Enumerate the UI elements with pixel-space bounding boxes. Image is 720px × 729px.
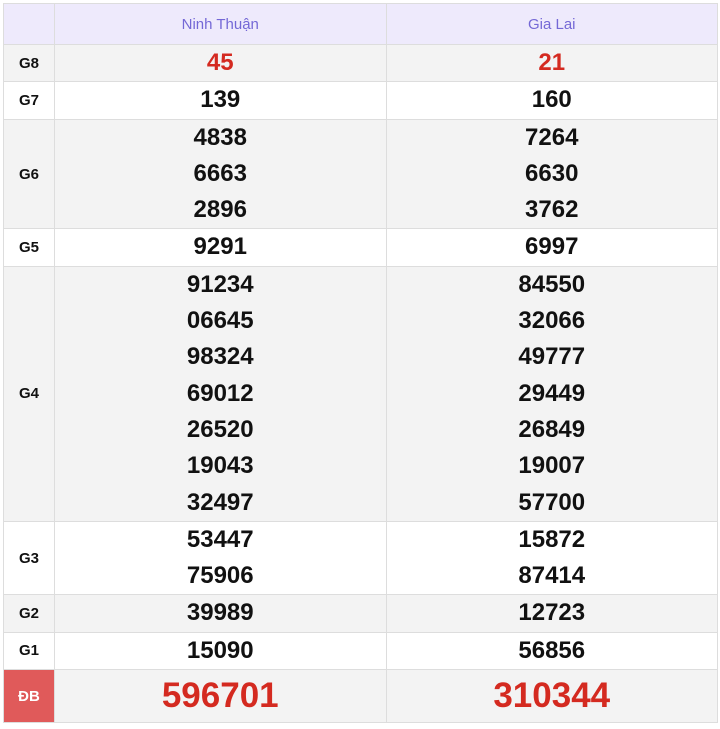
- prize-cell: 45: [54, 43, 387, 83]
- prize-number: 19007: [518, 452, 586, 480]
- prize-cell: 15872 87414: [385, 520, 718, 596]
- prize-row: G2 39989 12723: [3, 594, 718, 633]
- prize-number: 21: [538, 49, 566, 76]
- prize-cell: 39989: [54, 594, 387, 633]
- prize-number: 87414: [518, 562, 586, 590]
- prize-row: G4 91234 06645 98324 69012 26520 19043 32497 845…: [3, 265, 718, 522]
- prize-number: 29449: [518, 379, 586, 407]
- prize-cell: 21: [385, 43, 718, 83]
- prize-cell: 12723: [385, 594, 718, 633]
- prize-number: 3762: [525, 196, 579, 224]
- prize-cell: 91234 06645 98324 69012 26520 19043 32497: [54, 265, 387, 522]
- prize-cell: 56856: [385, 631, 718, 671]
- prize-cell: 4838 6663 2896: [54, 118, 387, 230]
- prize-cell: 160: [385, 81, 718, 120]
- lottery-results-table: Ninh Thuận Gia Lai G8 45 21 G7 139 160 G6 4838 6…: [3, 3, 718, 724]
- prize-number: 6663: [193, 159, 247, 187]
- prize-number: 53447: [186, 525, 254, 553]
- prize-label: G2: [3, 594, 55, 633]
- prize-number: 32066: [518, 307, 586, 335]
- prize-label: G4: [3, 265, 55, 522]
- prize-number: 12723: [518, 599, 586, 627]
- prize-number: 2896: [193, 196, 247, 224]
- prize-number: 15872: [518, 525, 586, 553]
- prize-cell: 9291: [54, 228, 387, 267]
- prize-cell: 15090: [54, 631, 387, 671]
- prize-cell: 7264 6630 3762: [385, 118, 718, 230]
- prize-label: G6: [3, 118, 55, 230]
- prize-number: 49777: [518, 343, 586, 371]
- header-row: Ninh Thuận Gia Lai: [3, 3, 718, 45]
- prize-number: 9291: [193, 233, 247, 261]
- prize-number: 57700: [518, 488, 586, 516]
- province-header: Gia Lai: [385, 3, 718, 45]
- prize-number: 596701: [161, 676, 279, 716]
- prize-label: ĐB: [3, 669, 55, 724]
- prize-label: G1: [3, 631, 55, 671]
- prize-row: G5 9291 6997: [3, 228, 718, 267]
- prize-number: 32497: [186, 488, 254, 516]
- prize-row: G3 53447 75906 15872 87414: [3, 520, 718, 596]
- prize-label: G5: [3, 228, 55, 267]
- prize-number: 4838: [193, 123, 247, 151]
- prize-number: 6630: [525, 159, 579, 187]
- prize-number: 26849: [518, 415, 586, 443]
- prize-row: G6 4838 6663 2896 7264 6630 3762: [3, 118, 718, 230]
- prize-cell: 310344: [385, 669, 718, 724]
- prize-number: 06645: [186, 307, 254, 335]
- prize-number: 6997: [525, 233, 579, 261]
- prize-number: 160: [531, 86, 572, 114]
- prize-number: 26520: [186, 415, 254, 443]
- prize-number: 39989: [186, 599, 254, 627]
- prize-cell: 139: [54, 81, 387, 120]
- prize-label: G3: [3, 520, 55, 596]
- prize-number: 91234: [186, 270, 254, 298]
- prize-number: 7264: [525, 123, 579, 151]
- prize-number: 19043: [186, 452, 254, 480]
- prize-row: ĐB 596701 310344: [3, 669, 718, 724]
- prize-number: 139: [200, 86, 241, 114]
- prize-label: G7: [3, 81, 55, 120]
- prize-number: 45: [206, 49, 234, 76]
- prize-number: 98324: [186, 343, 254, 371]
- prize-number: 310344: [493, 676, 611, 716]
- prize-number: 75906: [186, 562, 254, 590]
- prize-number: 84550: [518, 270, 586, 298]
- prize-row: G7 139 160: [3, 81, 718, 120]
- prize-label: G8: [3, 43, 55, 83]
- prize-number: 56856: [518, 636, 586, 664]
- prize-number: 69012: [186, 379, 254, 407]
- prize-number: 15090: [186, 636, 254, 664]
- prize-row: G1 15090 56856: [3, 631, 718, 671]
- prize-cell: 596701: [54, 669, 387, 724]
- prize-cell: 84550 32066 49777 29449 26849 19007 57700: [385, 265, 718, 522]
- prize-cell: 53447 75906: [54, 520, 387, 596]
- prize-row: G8 45 21: [3, 43, 718, 83]
- province-header: Ninh Thuận: [54, 3, 387, 45]
- corner-cell: [3, 3, 55, 45]
- prize-cell: 6997: [385, 228, 718, 267]
